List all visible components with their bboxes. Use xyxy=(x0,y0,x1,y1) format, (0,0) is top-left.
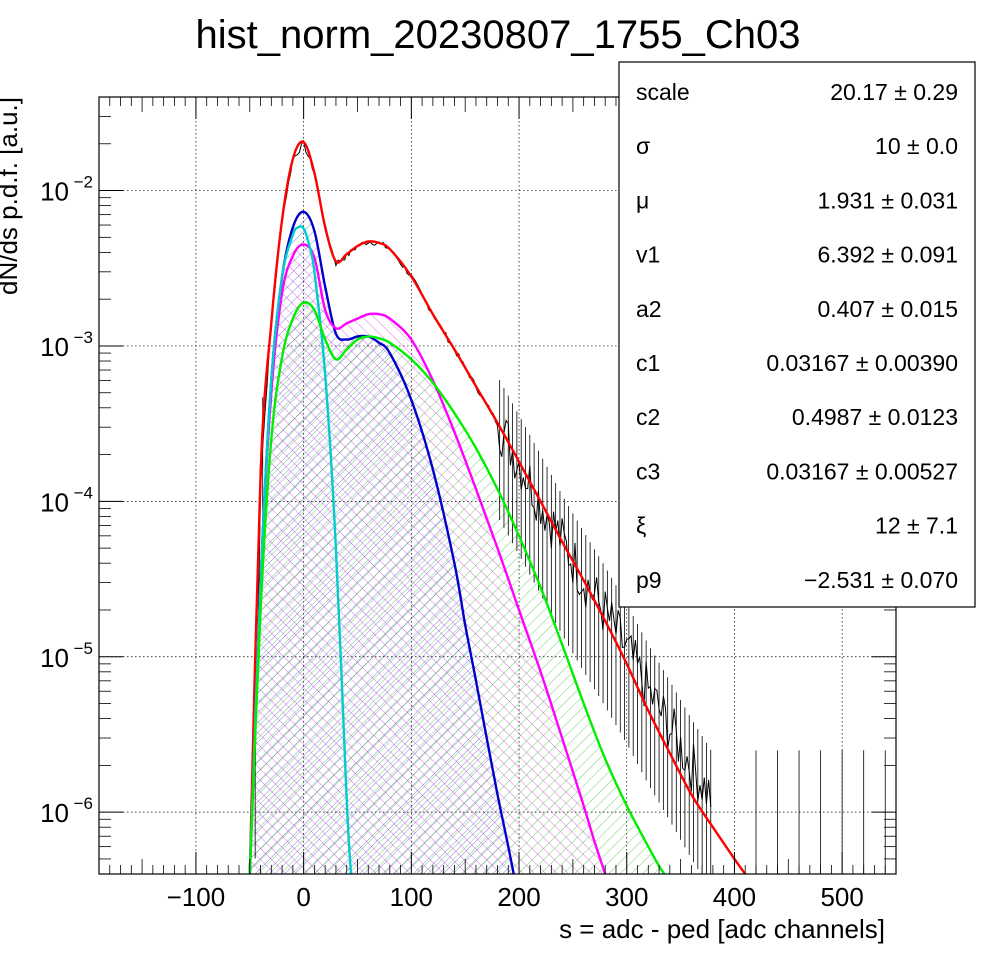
stats-param-value: 0.407 ± 0.015 xyxy=(817,296,958,322)
component-fill xyxy=(249,302,665,874)
x-tick-label: −100 xyxy=(167,882,226,912)
y-axis-label: dN/ds p.d.f. [a.u.] xyxy=(0,97,23,295)
stats-param-value: 0.03167 ± 0.00390 xyxy=(766,350,958,376)
x-ticks: −100 0 100 200 300 400 500 xyxy=(109,97,897,912)
series-layer xyxy=(248,139,886,874)
stats-box-frame xyxy=(618,61,976,608)
stats-param-name: ξ xyxy=(636,513,646,539)
component-fills xyxy=(249,211,665,874)
stats-param-value: 0.4987 ± 0.0123 xyxy=(792,404,958,430)
stats-param-name: scale xyxy=(636,79,690,105)
chart-title: hist_norm_20230807_1755_Ch03 xyxy=(196,13,801,57)
stats-param-name: σ xyxy=(636,133,650,159)
y-tick-exponent: −3 xyxy=(74,328,93,347)
y-tick-label: 10 xyxy=(40,487,69,517)
stats-param-name: μ xyxy=(636,187,649,213)
stats-box: scale 20.17 ± 0.29 σ 10 ± 0.0 μ 1.931 ± 0.031… xyxy=(618,61,976,608)
fit-curve xyxy=(248,243,607,874)
x-tick-label: 500 xyxy=(820,882,863,912)
stats-param-value: −2.531 ± 0.070 xyxy=(804,567,958,593)
stats-param-name: a2 xyxy=(636,296,662,322)
stats-param-value: 10 ± 0.0 xyxy=(875,133,958,159)
x-tick-label: 0 xyxy=(296,882,310,912)
x-tick-label: 200 xyxy=(497,882,540,912)
y-tick-label: 10 xyxy=(40,177,69,207)
stats-param-name: c3 xyxy=(636,458,660,484)
stats-rows: scale 20.17 ± 0.29 σ 10 ± 0.0 μ 1.931 ± 0.031… xyxy=(636,79,958,593)
stats-param-value: 0.03167 ± 0.00527 xyxy=(766,458,958,484)
fit-curve xyxy=(248,301,666,874)
y-tick-exponent: −4 xyxy=(74,483,93,502)
x-tick-label: 400 xyxy=(713,882,756,912)
y-tick-label: 10 xyxy=(40,798,69,828)
stats-param-value: 20.17 ± 0.29 xyxy=(830,79,958,105)
stats-param-value: 12 ± 7.1 xyxy=(875,513,958,539)
y-ticks: 10 −6 10 −5 10 −4 10 −3 10 −2 xyxy=(40,96,896,875)
x-tick-label: 300 xyxy=(605,882,648,912)
fit-curve xyxy=(248,140,747,874)
stats-param-name: c2 xyxy=(636,404,660,430)
stats-param-name: v1 xyxy=(636,242,660,268)
y-tick-label: 10 xyxy=(40,332,69,362)
stats-param-name: p9 xyxy=(636,567,662,593)
y-tick-exponent: −5 xyxy=(74,639,93,658)
fit-curve xyxy=(248,225,353,874)
stats-param-value: 1.931 ± 0.031 xyxy=(817,187,958,213)
y-tick-label: 10 xyxy=(40,643,69,673)
x-axis-label: s = adc - ped [adc channels] xyxy=(559,914,885,944)
stats-param-value: 6.392 ± 0.091 xyxy=(817,242,958,268)
stats-param-name: c1 xyxy=(636,350,660,376)
y-tick-exponent: −6 xyxy=(74,794,93,813)
y-tick-exponent: −2 xyxy=(74,173,93,192)
x-tick-label: 100 xyxy=(390,882,433,912)
